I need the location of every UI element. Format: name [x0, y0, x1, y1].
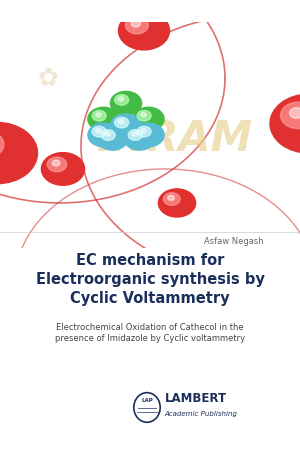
- Circle shape: [132, 132, 137, 136]
- Circle shape: [92, 110, 106, 121]
- Circle shape: [137, 126, 151, 137]
- Text: LAP: LAP: [141, 397, 153, 403]
- Text: ✿: ✿: [38, 66, 58, 90]
- Circle shape: [52, 160, 60, 166]
- Text: INRAM: INRAM: [96, 119, 252, 160]
- Circle shape: [128, 130, 142, 141]
- Circle shape: [158, 189, 196, 217]
- Circle shape: [92, 126, 106, 137]
- Circle shape: [168, 195, 174, 200]
- Text: Asfaw Negash: Asfaw Negash: [204, 237, 264, 246]
- Circle shape: [47, 157, 67, 172]
- Text: Electrochemical Oxidation of Cathecol in the
presence of Imidazole by Cyclic vol: Electrochemical Oxidation of Cathecol in…: [55, 323, 245, 343]
- Circle shape: [110, 92, 142, 115]
- Circle shape: [101, 130, 115, 141]
- Circle shape: [105, 132, 110, 136]
- Circle shape: [118, 97, 124, 101]
- Circle shape: [0, 123, 38, 184]
- Circle shape: [0, 131, 4, 158]
- Circle shape: [137, 110, 151, 121]
- Circle shape: [125, 17, 148, 34]
- Circle shape: [97, 127, 128, 150]
- Circle shape: [115, 95, 129, 105]
- Circle shape: [124, 127, 155, 150]
- Circle shape: [131, 20, 140, 27]
- Circle shape: [164, 193, 180, 205]
- Circle shape: [118, 11, 169, 50]
- Circle shape: [141, 128, 146, 133]
- Circle shape: [115, 117, 129, 128]
- Circle shape: [96, 128, 101, 133]
- Circle shape: [133, 107, 164, 131]
- Circle shape: [141, 113, 146, 117]
- Circle shape: [88, 107, 119, 131]
- Circle shape: [280, 102, 300, 128]
- Text: Academic Publishing: Academic Publishing: [165, 410, 238, 417]
- Circle shape: [133, 123, 164, 147]
- Circle shape: [110, 114, 142, 138]
- Circle shape: [96, 113, 101, 117]
- Circle shape: [270, 94, 300, 153]
- Circle shape: [118, 119, 124, 124]
- Text: LAMBERT: LAMBERT: [165, 392, 227, 405]
- Circle shape: [290, 108, 300, 118]
- Circle shape: [41, 153, 85, 185]
- Text: EC mechanism for
Electroorganic synthesis by
Cyclic Voltammetry: EC mechanism for Electroorganic synthesi…: [36, 253, 264, 306]
- Circle shape: [88, 123, 119, 147]
